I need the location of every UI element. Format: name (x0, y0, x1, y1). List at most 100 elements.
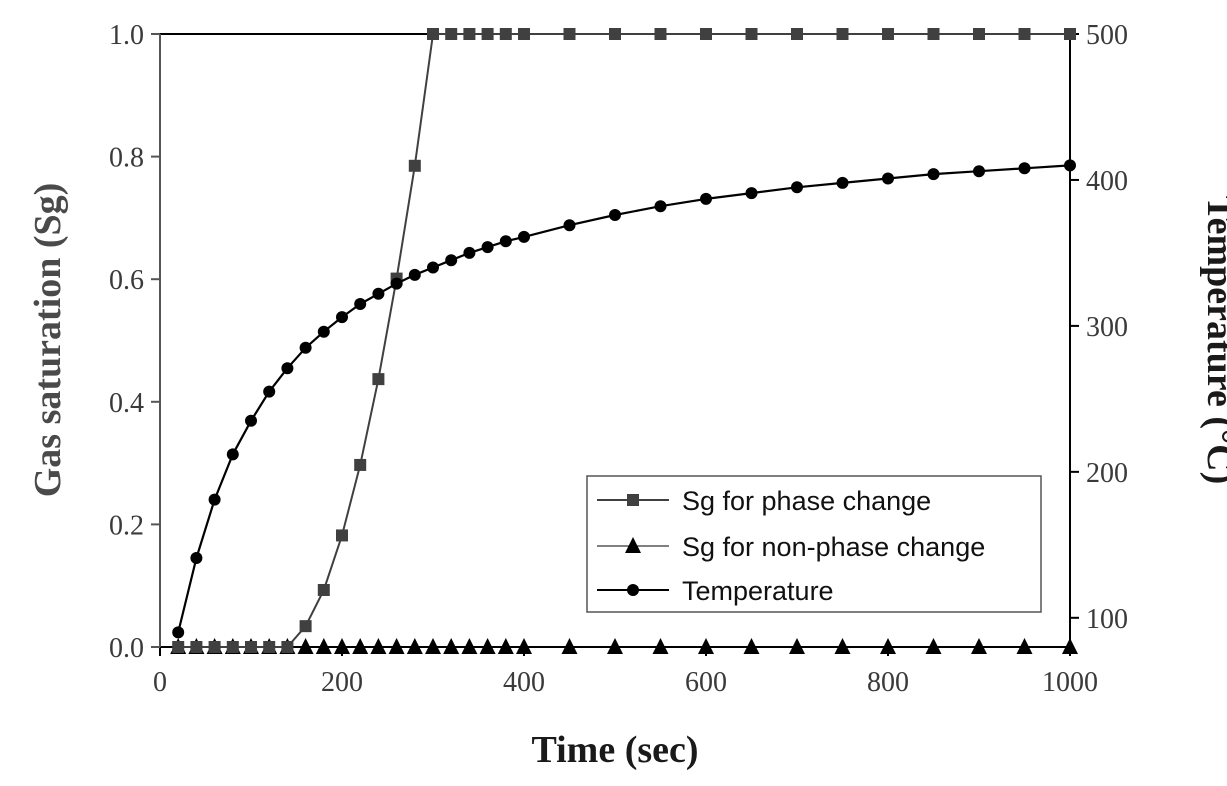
series-temperature (172, 159, 1076, 639)
data-point (499, 28, 512, 40)
data-point (700, 192, 712, 205)
data-point (190, 641, 203, 653)
data-point (971, 638, 987, 654)
y-tick-label: 0.4 (109, 388, 144, 419)
data-point (443, 638, 460, 654)
data-point (499, 235, 512, 248)
data-point (263, 385, 276, 398)
data-point (263, 641, 276, 653)
data-point (406, 638, 423, 654)
data-point (791, 181, 803, 194)
data-point (281, 641, 294, 653)
data-point (516, 638, 532, 654)
data-point (518, 28, 530, 40)
data-point (563, 219, 576, 232)
data-point (370, 638, 387, 654)
data-point (408, 268, 421, 281)
data-point (927, 168, 940, 181)
data-point (408, 159, 421, 172)
data-point (390, 277, 403, 290)
data-point (700, 28, 712, 40)
data-point (281, 362, 294, 375)
data-point (789, 638, 805, 654)
data-point (927, 28, 940, 40)
data-point (745, 28, 758, 40)
data-point (463, 246, 476, 259)
legend-marker-phase (627, 494, 639, 506)
x-tick-label: 0 (153, 667, 167, 698)
data-point (1018, 162, 1031, 175)
data-point (388, 638, 405, 654)
data-point (354, 298, 367, 311)
data-point (336, 529, 348, 542)
legend-label-temperature: Temperature (682, 576, 834, 606)
data-point (354, 458, 367, 471)
data-point (925, 638, 942, 654)
data-point (372, 287, 385, 300)
data-point (698, 638, 714, 654)
x-tick-label: 600 (685, 667, 727, 698)
data-point (607, 638, 623, 654)
y2-tick-label: 100 (1086, 604, 1128, 635)
data-point (208, 493, 221, 506)
data-point (791, 28, 803, 40)
y-axis-title: Gas saturation (Sg) (27, 183, 69, 498)
legend: Sg for phase change Sg for non-phase cha… (586, 475, 1042, 613)
data-point (299, 620, 312, 633)
x-tick-label: 400 (503, 667, 545, 698)
data-point (834, 638, 851, 654)
y-tick-label: 1.0 (109, 20, 144, 51)
data-point (245, 414, 257, 427)
x-axis-title: Time (sec) (531, 729, 698, 771)
data-point (445, 254, 458, 267)
data-point (497, 638, 514, 654)
data-point (481, 241, 494, 254)
data-point (336, 311, 348, 324)
y-tick-label: 0.2 (109, 510, 144, 541)
y-tick-label: 0.0 (109, 633, 144, 664)
data-point (461, 638, 478, 654)
series-layer (170, 28, 1078, 654)
y2-tick-label: 200 (1086, 458, 1128, 489)
data-point (836, 176, 849, 189)
data-point (609, 28, 621, 40)
data-point (190, 551, 203, 564)
data-point (208, 641, 221, 653)
x-tick-label: 800 (867, 667, 909, 698)
data-point (479, 638, 496, 654)
data-point (743, 638, 760, 654)
y2-tick-label: 500 (1086, 20, 1128, 51)
data-point (352, 638, 369, 654)
data-point (1062, 638, 1078, 654)
data-point (561, 638, 578, 654)
data-point (245, 641, 257, 653)
x-tick-label: 200 (321, 667, 363, 698)
data-point (172, 641, 185, 653)
data-point (481, 28, 494, 40)
data-point (445, 28, 458, 40)
data-point (226, 448, 239, 461)
data-point (427, 261, 439, 274)
data-point (609, 208, 621, 221)
data-point (654, 200, 667, 213)
data-point (880, 638, 896, 654)
data-point (427, 28, 439, 40)
legend-label-nonphase: Sg for non-phase change (682, 532, 985, 562)
data-point (317, 583, 330, 596)
data-point (226, 641, 239, 653)
data-point (1016, 638, 1033, 654)
y2-axis-title: Temperature (°C) (1199, 196, 1227, 485)
y-tick-label: 0.8 (109, 143, 144, 174)
x-tick-label: 1000 (1042, 667, 1098, 698)
series-sg-for-phase-change (172, 28, 1076, 653)
data-point (973, 165, 985, 178)
data-point (372, 373, 385, 386)
data-point (1064, 28, 1076, 40)
legend-marker-temperature (627, 584, 639, 596)
data-point (882, 28, 894, 40)
data-point (518, 230, 530, 243)
data-point (299, 341, 312, 354)
data-point (745, 187, 758, 200)
data-point (425, 638, 441, 654)
y-tick-label: 0.6 (109, 265, 144, 296)
